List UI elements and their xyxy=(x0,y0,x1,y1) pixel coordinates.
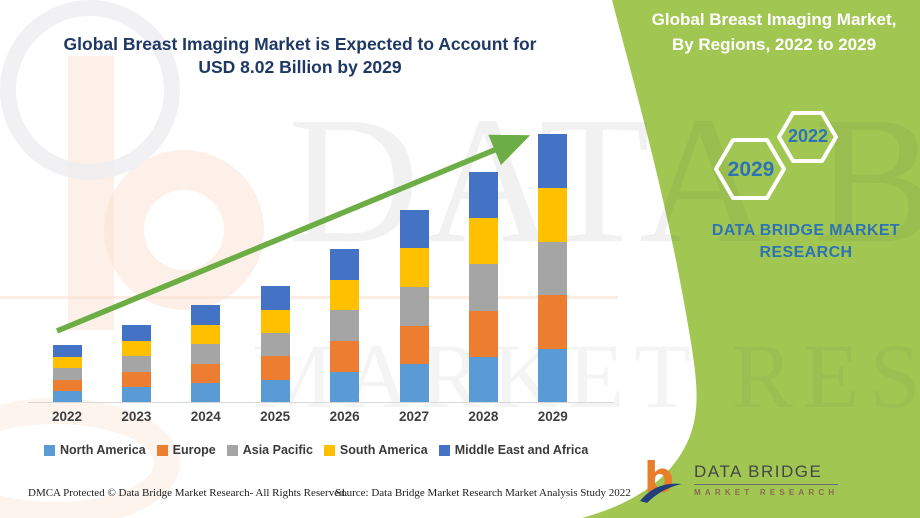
bar-2027-segment-south-america xyxy=(399,248,429,288)
panel-heading-line2: By Regions, 2022 to 2029 xyxy=(671,34,877,54)
x-axis-label-2026: 2026 xyxy=(329,409,360,424)
bar-2028-segment-north-america xyxy=(468,356,498,403)
panel-heading-line1: Global Breast Imaging Market, xyxy=(651,10,897,29)
chart-title: Global Breast Imaging Market is Expected… xyxy=(35,33,565,79)
bar-2025-segment-south-america xyxy=(260,309,290,333)
bar-2026-segment-asia-pacific xyxy=(330,310,360,342)
logo-tagline: MARKET RESEARCH xyxy=(694,487,839,497)
bar-2028-segment-europe xyxy=(468,310,498,357)
legend-item-middle-east-and-africa: Middle East and Africa xyxy=(438,443,589,457)
bar-2026-segment-south-america xyxy=(330,279,360,311)
bar-2028-segment-asia-pacific xyxy=(468,264,498,311)
legend-label: Asia Pacific xyxy=(242,443,313,457)
x-axis-label-2028: 2028 xyxy=(468,409,499,424)
legend-swatch-icon xyxy=(323,444,335,456)
bar-2029-segment-middle-east-and-africa xyxy=(538,134,568,188)
legend-swatch-icon xyxy=(438,444,450,456)
legend-item-north-america: North America xyxy=(44,443,146,457)
legend-label: Europe xyxy=(172,443,216,457)
bar-2025 xyxy=(260,286,290,403)
x-axis-label-2029: 2029 xyxy=(537,409,568,424)
bar-2024-segment-middle-east-and-africa xyxy=(191,305,221,325)
bar-2024-segment-europe xyxy=(191,363,221,384)
bar-2029-segment-south-america xyxy=(538,187,568,242)
logo-b-icon: b xyxy=(640,455,682,503)
bar-2024-segment-asia-pacific xyxy=(191,344,221,364)
hexagon-2029-label: 2029 xyxy=(727,158,775,181)
bar-2023-segment-europe xyxy=(121,371,151,388)
bar-2028-segment-middle-east-and-africa xyxy=(468,171,498,219)
company-logo: b DATA BRIDGE MARKET RESEARCH xyxy=(638,455,839,503)
legend-label: North America xyxy=(60,443,146,457)
chart-title-line2: USD 8.02 Billion by 2029 xyxy=(198,57,402,78)
legend-item-south-america: South America xyxy=(323,443,428,457)
bar-2025-segment-north-america xyxy=(260,379,290,403)
bar-2023-segment-south-america xyxy=(121,340,151,357)
bar-2024 xyxy=(191,305,221,403)
bar-2023-segment-asia-pacific xyxy=(121,356,151,372)
bar-2025-segment-europe xyxy=(260,356,290,380)
bar-2027-segment-north-america xyxy=(399,364,429,403)
bar-2027-segment-europe xyxy=(399,325,429,365)
bar-2026-segment-europe xyxy=(330,341,360,373)
bar-2027 xyxy=(399,209,429,403)
logo-name: DATA BRIDGE xyxy=(694,462,839,485)
bar-2027-segment-asia-pacific xyxy=(399,287,429,326)
bar-2028 xyxy=(468,171,498,403)
bar-2029-segment-north-america xyxy=(538,349,568,403)
hexagon-2029 xyxy=(714,138,786,200)
x-axis-label-2027: 2027 xyxy=(398,409,430,424)
legend-label: South America xyxy=(339,443,428,457)
brand-text: DATA BRIDGE MARKET RESEARCH xyxy=(711,222,901,261)
x-axis-line xyxy=(28,402,614,403)
chart-title-line1: Global Breast Imaging Market is Expected… xyxy=(63,34,537,54)
bar-2026-segment-middle-east-and-africa xyxy=(330,248,360,280)
bar-2023 xyxy=(121,325,151,403)
bar-2025-segment-asia-pacific xyxy=(260,332,290,357)
bar-2027-segment-middle-east-and-africa xyxy=(399,209,429,249)
bar-2029-segment-asia-pacific xyxy=(538,241,568,296)
bar-2022-segment-south-america xyxy=(52,356,82,369)
bar-2024-segment-north-america xyxy=(191,383,221,403)
bar-2029-segment-europe xyxy=(538,295,568,350)
bar-2022-segment-asia-pacific xyxy=(52,368,82,380)
bar-2022-segment-north-america xyxy=(52,391,82,403)
bar-2022 xyxy=(52,345,82,403)
panel-heading: Global Breast Imaging Market, By Regions… xyxy=(638,8,910,57)
bar-2022-segment-middle-east-and-africa xyxy=(52,345,82,357)
bar-2022-segment-europe xyxy=(52,379,82,392)
bar-2029 xyxy=(538,134,568,403)
hexagon-2022-label: 2022 xyxy=(787,126,829,146)
bar-2026 xyxy=(330,248,360,403)
bar-2024-segment-south-america xyxy=(191,324,221,345)
bar-2023-segment-middle-east-and-africa xyxy=(121,325,151,341)
hexagon-2022 xyxy=(777,111,838,163)
chart-legend: North America Europe Asia Pacific South Ame… xyxy=(44,443,588,457)
bar-2026-segment-north-america xyxy=(330,372,360,403)
x-axis-label-2024: 2024 xyxy=(190,409,221,424)
footer-source: Source: Data Bridge Market Research Mark… xyxy=(335,487,631,499)
legend-swatch-icon xyxy=(226,444,238,456)
footer-copyright: DMCA Protected © Data Bridge Market Rese… xyxy=(28,487,348,499)
x-axis-label-2025: 2025 xyxy=(260,409,291,424)
legend-item-asia-pacific: Asia Pacific xyxy=(226,443,313,457)
legend-swatch-icon xyxy=(44,444,55,456)
legend-label: Middle East and Africa xyxy=(454,443,589,457)
bar-2028-segment-south-america xyxy=(468,218,498,265)
